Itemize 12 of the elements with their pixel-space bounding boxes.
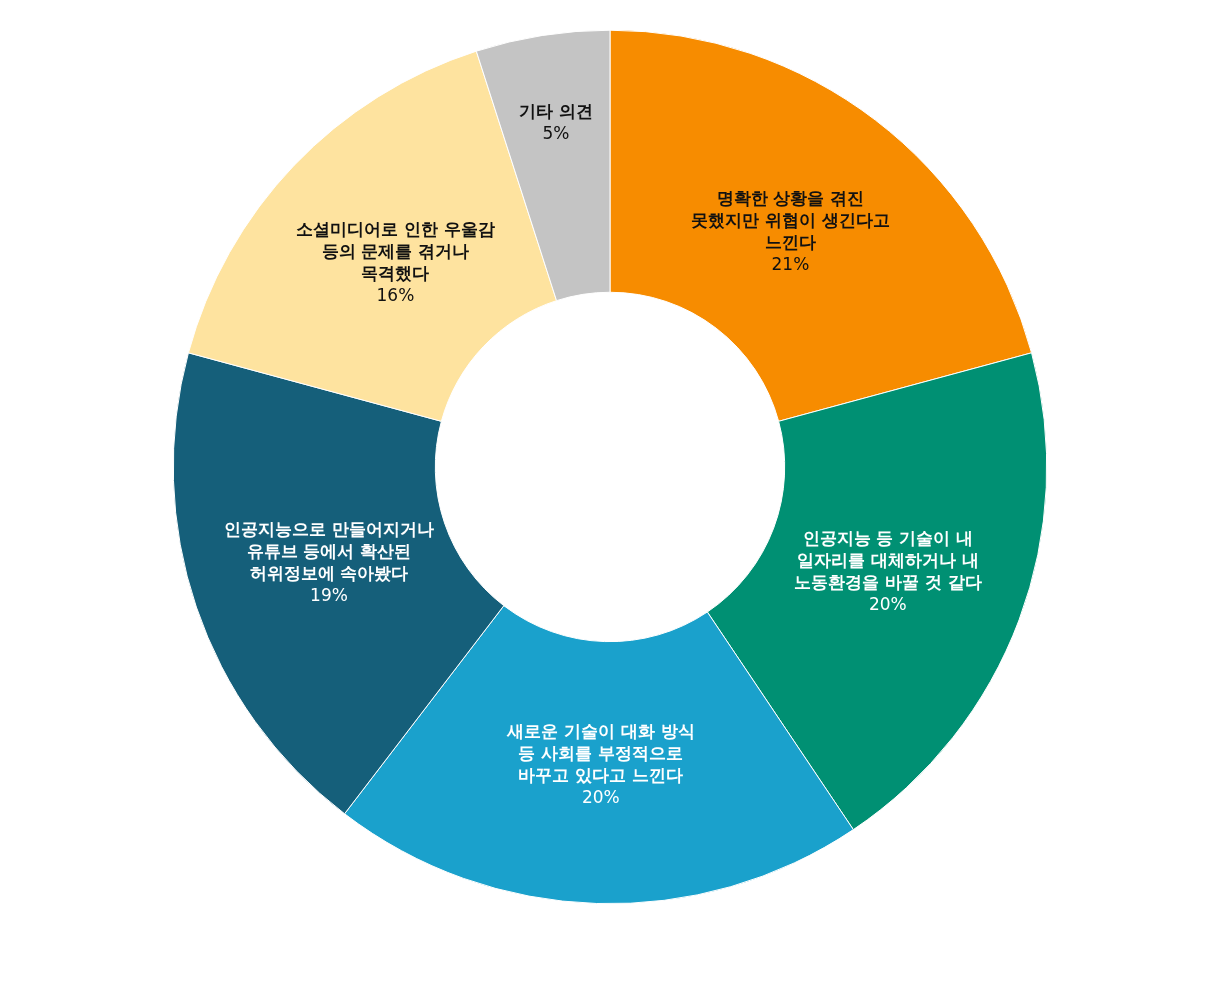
data-label: 20% bbox=[581, 787, 620, 808]
slice-label: 소셜미디어로 인한 우울감 등의 문제를 겪거나 목격했다 bbox=[296, 219, 495, 284]
slice-label: 명확한 상황을 겪진 못했지만 위협이 생긴다고 느낀다 bbox=[691, 188, 890, 253]
data-label: 20% bbox=[868, 594, 907, 615]
data-label: 16% bbox=[376, 285, 415, 306]
slice-label: 인공지능으로 만들어지거나 유튜브 등에서 확산된 허위정보에 속아봤다 bbox=[224, 519, 434, 584]
data-label: 21% bbox=[771, 254, 810, 275]
data-label: 5% bbox=[542, 123, 570, 144]
slice-label: 기타 의견 bbox=[519, 101, 593, 121]
slice-label: 인공지능 등 기술이 내 일자리를 대체하거나 내 노동환경을 바꿀 것 같다 bbox=[794, 528, 982, 593]
data-label: 19% bbox=[310, 585, 348, 606]
slice-label: 새로운 기술이 대화 방식 등 사회를 부정적으로 바꾸고 있다고 느낀다 bbox=[506, 721, 695, 786]
